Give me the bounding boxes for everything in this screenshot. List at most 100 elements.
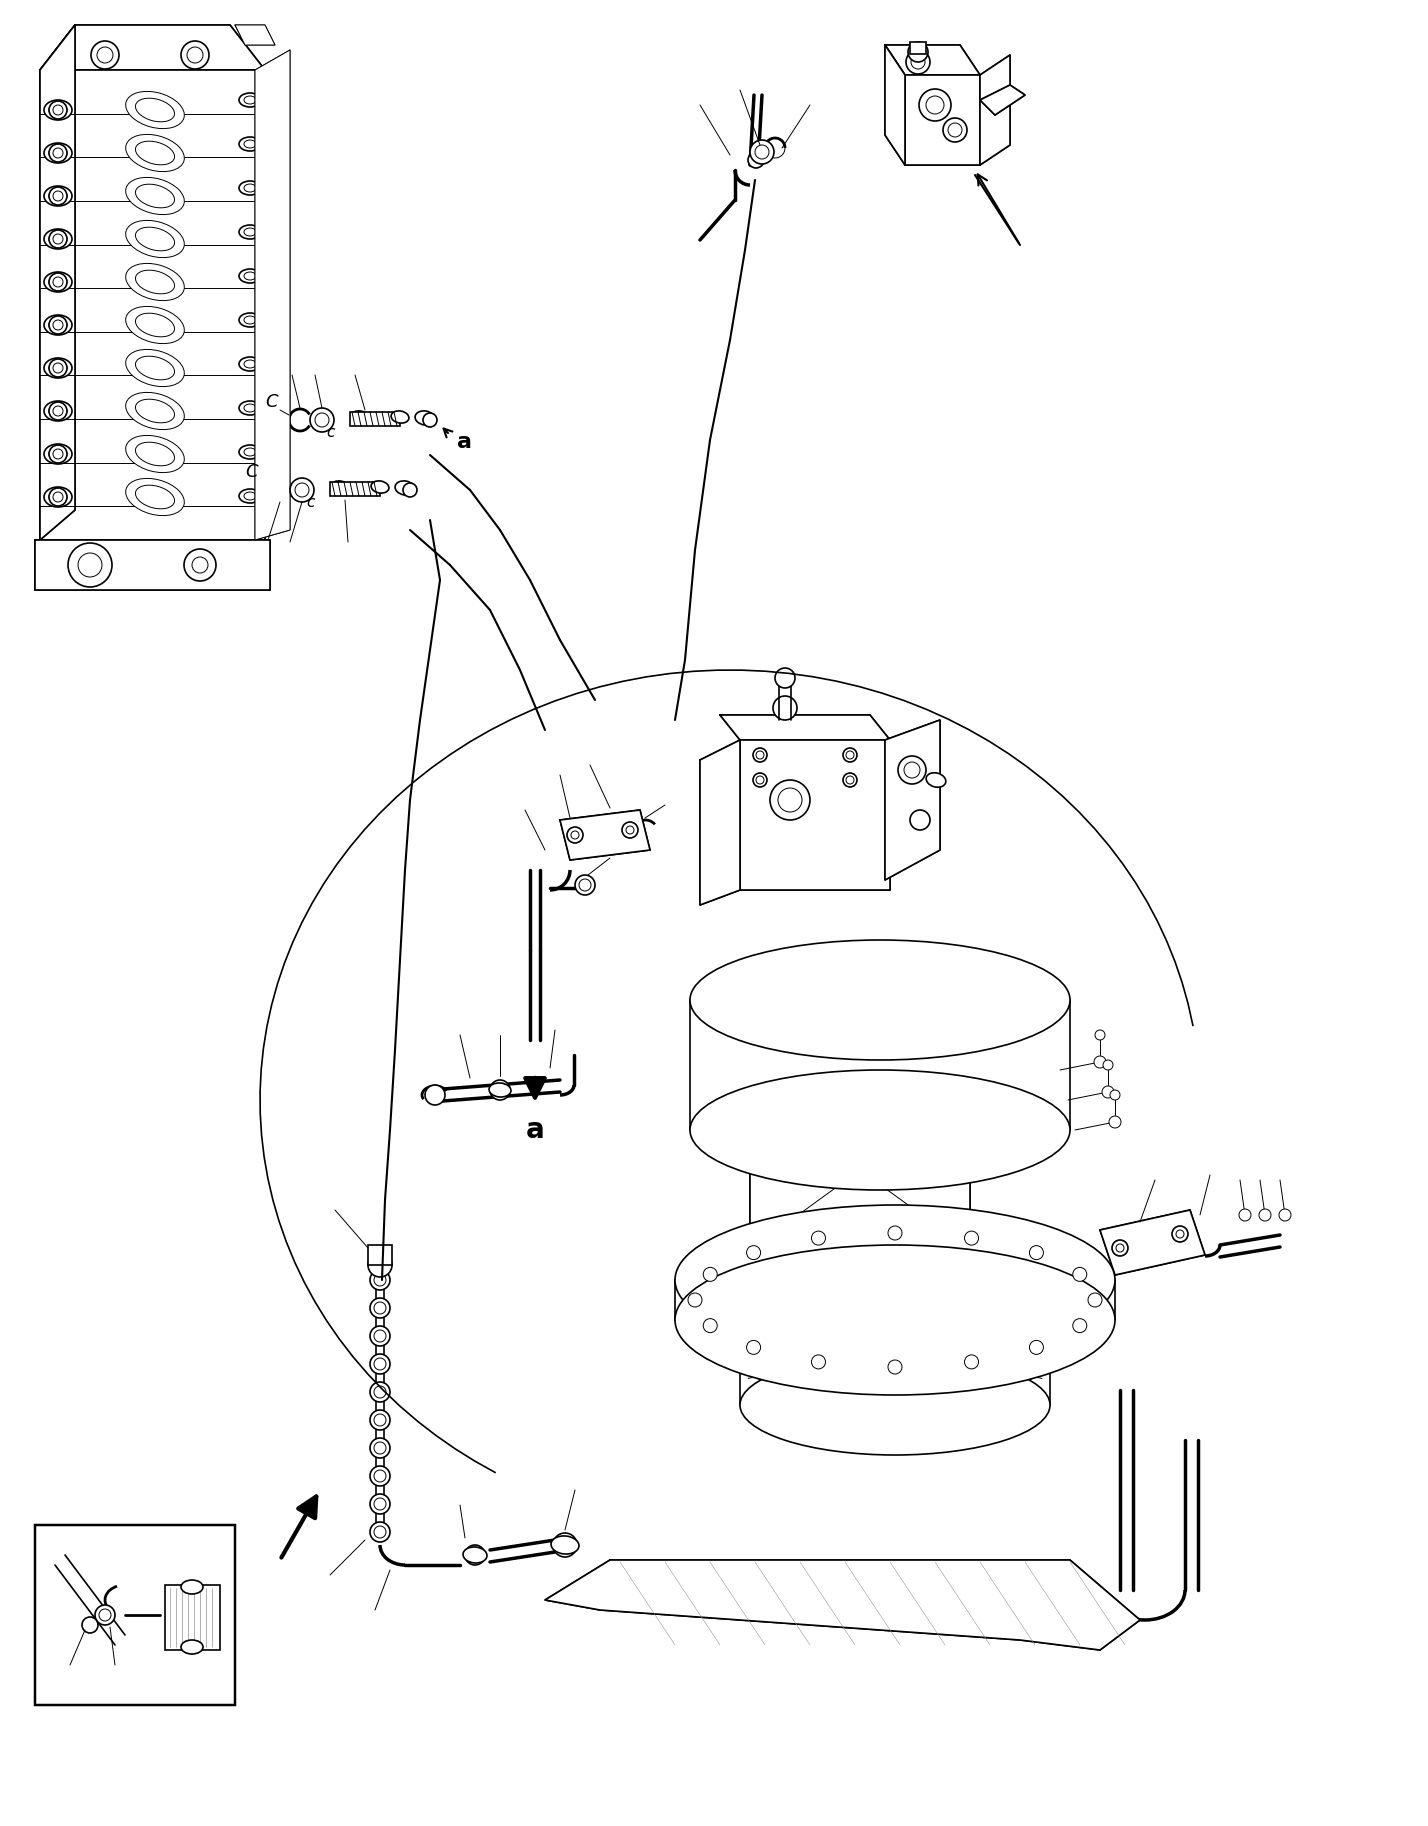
Circle shape [403,484,417,497]
Polygon shape [740,740,890,889]
Circle shape [370,1326,390,1346]
Circle shape [770,780,810,820]
Polygon shape [40,26,76,540]
Circle shape [49,446,67,464]
Ellipse shape [44,358,71,378]
Circle shape [843,1233,858,1247]
Polygon shape [560,811,650,860]
Circle shape [69,542,111,586]
Ellipse shape [49,148,67,159]
Polygon shape [36,540,270,590]
Bar [36,1525,236,1705]
Circle shape [703,1267,717,1282]
Circle shape [753,772,767,787]
Ellipse shape [126,91,184,128]
Circle shape [753,749,767,761]
Ellipse shape [927,772,945,787]
Polygon shape [256,49,290,540]
Circle shape [310,407,334,433]
Circle shape [625,825,634,834]
Ellipse shape [244,228,256,236]
Circle shape [910,811,930,831]
Ellipse shape [44,488,71,508]
Text: a: a [526,1116,544,1145]
Ellipse shape [49,190,67,203]
Ellipse shape [49,362,67,374]
Circle shape [466,1545,486,1565]
Polygon shape [980,55,1010,164]
Circle shape [778,789,803,813]
Ellipse shape [126,435,184,473]
Circle shape [296,484,308,497]
Bar [330,482,380,497]
Circle shape [423,413,437,427]
Ellipse shape [244,447,256,456]
Circle shape [49,402,67,420]
Ellipse shape [244,97,256,104]
Ellipse shape [181,1640,203,1654]
Ellipse shape [238,93,261,108]
Ellipse shape [675,1205,1115,1355]
Ellipse shape [391,411,408,424]
Ellipse shape [244,141,256,148]
Circle shape [187,47,203,64]
Circle shape [1172,1225,1188,1242]
Circle shape [370,1523,390,1541]
Ellipse shape [371,480,388,493]
Circle shape [374,1413,386,1426]
Circle shape [748,152,764,168]
Circle shape [49,360,67,376]
Circle shape [1030,1340,1044,1355]
Circle shape [964,1355,978,1370]
Circle shape [755,144,770,159]
Ellipse shape [49,491,67,502]
Circle shape [191,557,208,573]
Polygon shape [720,716,890,740]
Ellipse shape [740,1306,1050,1404]
Circle shape [905,49,930,75]
Circle shape [81,1618,99,1632]
Circle shape [1259,1209,1271,1222]
Ellipse shape [238,137,261,152]
Circle shape [945,1225,954,1234]
Circle shape [1240,1209,1251,1222]
Text: a: a [457,433,473,453]
Circle shape [49,144,67,163]
Circle shape [91,40,119,69]
Circle shape [370,1466,390,1486]
Circle shape [53,148,63,159]
Ellipse shape [126,393,184,429]
Circle shape [775,668,795,688]
Ellipse shape [463,1547,487,1563]
Polygon shape [1100,1211,1205,1275]
Ellipse shape [244,360,256,369]
Ellipse shape [44,228,71,248]
Ellipse shape [238,358,261,371]
Ellipse shape [126,307,184,343]
Ellipse shape [331,480,348,493]
Ellipse shape [49,320,67,331]
Circle shape [53,491,63,502]
Circle shape [374,1302,386,1315]
Circle shape [53,278,63,287]
Circle shape [845,1096,854,1105]
Ellipse shape [416,411,436,425]
Ellipse shape [136,141,174,164]
Text: c: c [326,424,334,440]
Circle shape [426,1085,446,1105]
Circle shape [374,1386,386,1399]
Circle shape [370,1494,390,1514]
Circle shape [623,822,638,838]
Circle shape [908,42,928,62]
Circle shape [1088,1293,1102,1307]
Ellipse shape [136,356,174,380]
Circle shape [571,831,578,838]
Circle shape [374,1329,386,1342]
Circle shape [53,192,63,201]
Circle shape [370,1382,390,1402]
Ellipse shape [44,186,71,206]
Ellipse shape [244,491,256,500]
Ellipse shape [690,1070,1070,1191]
Circle shape [79,553,101,577]
Circle shape [53,234,63,245]
